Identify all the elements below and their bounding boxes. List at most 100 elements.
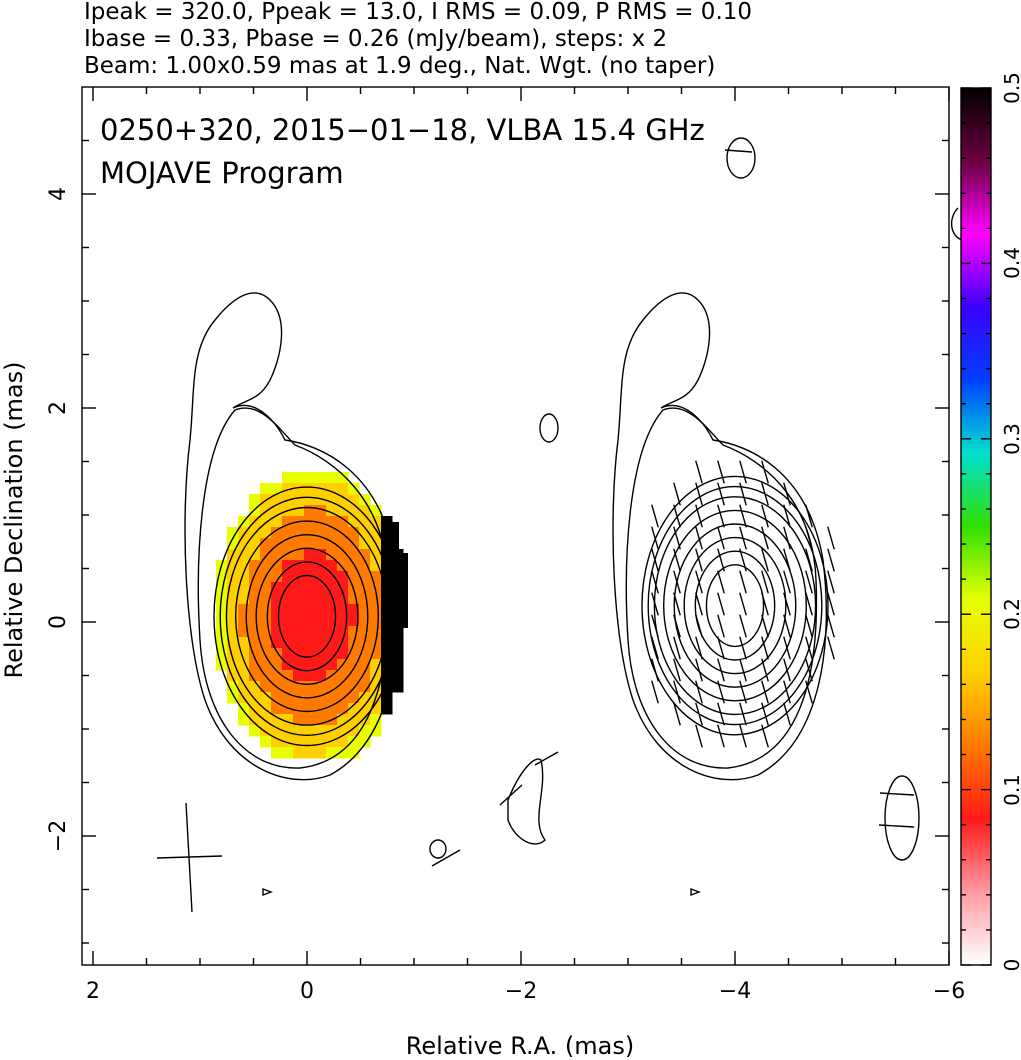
pol-pixel (271, 604, 283, 616)
contour-level (255, 547, 359, 685)
pol-pixel (293, 538, 305, 550)
pol-pixel (326, 637, 338, 649)
evpa-tick (805, 526, 813, 550)
evpa-tick (805, 504, 813, 528)
evpa-tick (651, 592, 659, 616)
pol-pixel (359, 692, 371, 704)
pol-pixel (271, 692, 283, 704)
evpa-tick (827, 526, 835, 550)
evpa-tick (805, 592, 813, 616)
pol-pixel (304, 714, 316, 726)
pol-pixel (293, 549, 305, 561)
pol-pixel (304, 527, 316, 539)
pol-pixel (271, 483, 283, 495)
evpa-tick (724, 149, 753, 153)
pol-pixel (293, 670, 305, 682)
pol-pixel (260, 549, 272, 561)
evpa-tick (761, 570, 769, 594)
pol-pixel (216, 615, 228, 627)
pol-pixel (315, 703, 327, 715)
pol-pixel (238, 604, 250, 616)
pol-pixel (249, 538, 261, 550)
evpa-tick (717, 482, 725, 506)
pol-pixel (238, 560, 250, 572)
pol-pixel (271, 560, 283, 572)
evpa-tick (783, 702, 791, 726)
pol-pixel (260, 703, 272, 715)
pol-pixel (260, 593, 272, 605)
evpa-tick (739, 504, 747, 528)
pol-pixel (271, 626, 283, 638)
pol-pixel (348, 505, 360, 517)
evpa-tick (651, 570, 659, 594)
pol-pixel (249, 571, 261, 583)
evpa-tick (783, 680, 791, 704)
pol-pixel (337, 681, 349, 693)
pol-pixel (216, 571, 228, 583)
contour-second (625, 407, 818, 769)
evpa-tick (499, 784, 523, 806)
evpa-vectors (431, 149, 915, 867)
contour-level (673, 523, 797, 688)
pol-pixel (249, 692, 261, 704)
pol-pixel (249, 681, 261, 693)
evpa-tick (673, 658, 681, 682)
pol-pixel (271, 637, 283, 649)
pol-pixel (260, 560, 272, 572)
pol-pixel (337, 725, 349, 737)
pol-pixel (304, 736, 316, 748)
evpa-tick (761, 592, 769, 616)
evpa-tick (695, 702, 703, 726)
pol-pixel (293, 527, 305, 539)
pol-pixel (359, 703, 371, 715)
x-tick-label: −2 (505, 979, 537, 1004)
pol-pixel (271, 659, 283, 671)
pol-pixel (370, 626, 382, 638)
pol-pixel (282, 670, 294, 682)
evpa-tick (805, 680, 813, 704)
pol-pixel (304, 604, 316, 616)
pol-pixel (260, 604, 272, 616)
colorbar-tick-label: 0.5 (1000, 72, 1021, 104)
pol-pixel (359, 736, 371, 748)
evpa-tick (783, 482, 791, 506)
pol-pixel (326, 505, 338, 517)
pol-pixel (304, 582, 316, 594)
pol-pixel (282, 692, 294, 704)
pol-pixel (348, 747, 360, 759)
pol-pixel (282, 725, 294, 737)
pol-pixel (227, 659, 239, 671)
pol-pixel (271, 505, 283, 517)
pol-pixel (304, 659, 316, 671)
pol-pixel (304, 725, 316, 737)
pol-pixel (337, 527, 349, 539)
pol-pixel (370, 505, 382, 517)
pol-pixel (293, 582, 305, 594)
x-tick-label: 0 (300, 979, 314, 1004)
pol-pixel (304, 648, 316, 660)
pol-pixel (260, 582, 272, 594)
pol-pixel (337, 637, 349, 649)
evpa-tick (739, 548, 747, 572)
pol-pixel (304, 637, 316, 649)
pol-pixel (304, 670, 316, 682)
pol-pixel (370, 549, 382, 561)
colorbar-tick-label: 0.3 (1000, 423, 1021, 455)
pol-pixel (238, 549, 250, 561)
pol-pixel (227, 604, 239, 616)
contour-level (245, 534, 369, 699)
x-tick-labels: 2 0 −2 −4 −6 (86, 979, 965, 1004)
pol-pixel (227, 582, 239, 594)
evpa-tick (783, 526, 791, 550)
contour-level (277, 574, 337, 658)
pol-pixel (359, 681, 371, 693)
pol-pixel (348, 483, 360, 495)
pol-pixel (260, 736, 272, 748)
evpa-tick (717, 680, 725, 704)
pol-pixel (326, 648, 338, 660)
pol-pixel (282, 483, 294, 495)
pol-pixel (348, 560, 360, 572)
pol-pixel (293, 648, 305, 660)
pol-pixel (216, 659, 228, 671)
colorbar-tick-label: 0 (1000, 959, 1021, 972)
